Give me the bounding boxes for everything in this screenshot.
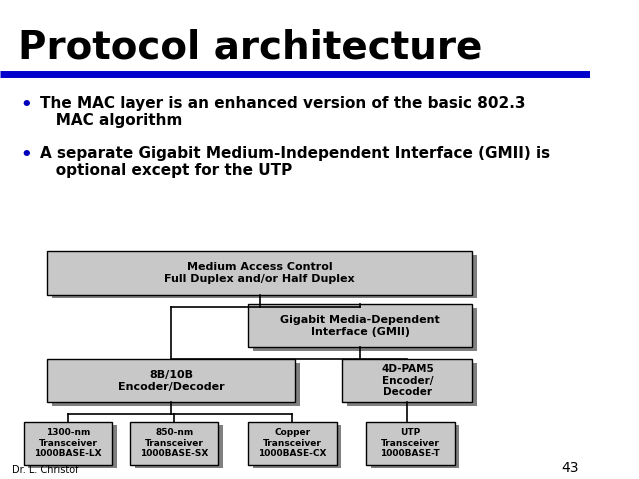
FancyBboxPatch shape xyxy=(347,363,477,406)
Text: Gigabit Media-Dependent
Interface (GMII): Gigabit Media-Dependent Interface (GMII) xyxy=(281,315,440,337)
FancyBboxPatch shape xyxy=(52,363,300,406)
FancyBboxPatch shape xyxy=(371,425,459,468)
Text: 43: 43 xyxy=(561,461,579,475)
Text: Medium Access Control
Full Duplex and/or Half Duplex: Medium Access Control Full Duplex and/or… xyxy=(164,262,355,284)
Text: UTP
Transceiver
1000BASE-T: UTP Transceiver 1000BASE-T xyxy=(380,428,440,458)
Text: Dr. L. Christof: Dr. L. Christof xyxy=(12,465,79,475)
FancyBboxPatch shape xyxy=(52,255,477,298)
Text: •: • xyxy=(20,146,33,164)
Text: 4D-PAM5
Encoder/
Decoder: 4D-PAM5 Encoder/ Decoder xyxy=(381,364,434,398)
Text: The MAC layer is an enhanced version of the basic 802.3
   MAC algorithm: The MAC layer is an enhanced version of … xyxy=(40,96,526,128)
FancyBboxPatch shape xyxy=(252,308,477,351)
FancyBboxPatch shape xyxy=(130,422,219,465)
FancyBboxPatch shape xyxy=(28,425,117,468)
Text: •: • xyxy=(20,96,33,114)
Text: 850-nm
Transceiver
1000BASE-SX: 850-nm Transceiver 1000BASE-SX xyxy=(140,428,208,458)
Text: A separate Gigabit Medium-Independent Interface (GMII) is
   optional except for: A separate Gigabit Medium-Independent In… xyxy=(40,146,550,179)
Text: Protocol architecture: Protocol architecture xyxy=(18,29,482,67)
FancyBboxPatch shape xyxy=(47,359,295,402)
Text: Copper
Transceiver
1000BASE-CX: Copper Transceiver 1000BASE-CX xyxy=(258,428,327,458)
FancyBboxPatch shape xyxy=(24,422,112,465)
FancyBboxPatch shape xyxy=(248,304,472,347)
FancyBboxPatch shape xyxy=(366,422,454,465)
FancyBboxPatch shape xyxy=(135,425,223,468)
FancyBboxPatch shape xyxy=(248,422,337,465)
FancyBboxPatch shape xyxy=(47,251,472,295)
Text: 1300-nm
Transceiver
1000BASE-LX: 1300-nm Transceiver 1000BASE-LX xyxy=(34,428,102,458)
Text: 8B/10B
Encoder/Decoder: 8B/10B Encoder/Decoder xyxy=(118,370,224,392)
FancyBboxPatch shape xyxy=(252,425,341,468)
FancyBboxPatch shape xyxy=(343,359,472,402)
